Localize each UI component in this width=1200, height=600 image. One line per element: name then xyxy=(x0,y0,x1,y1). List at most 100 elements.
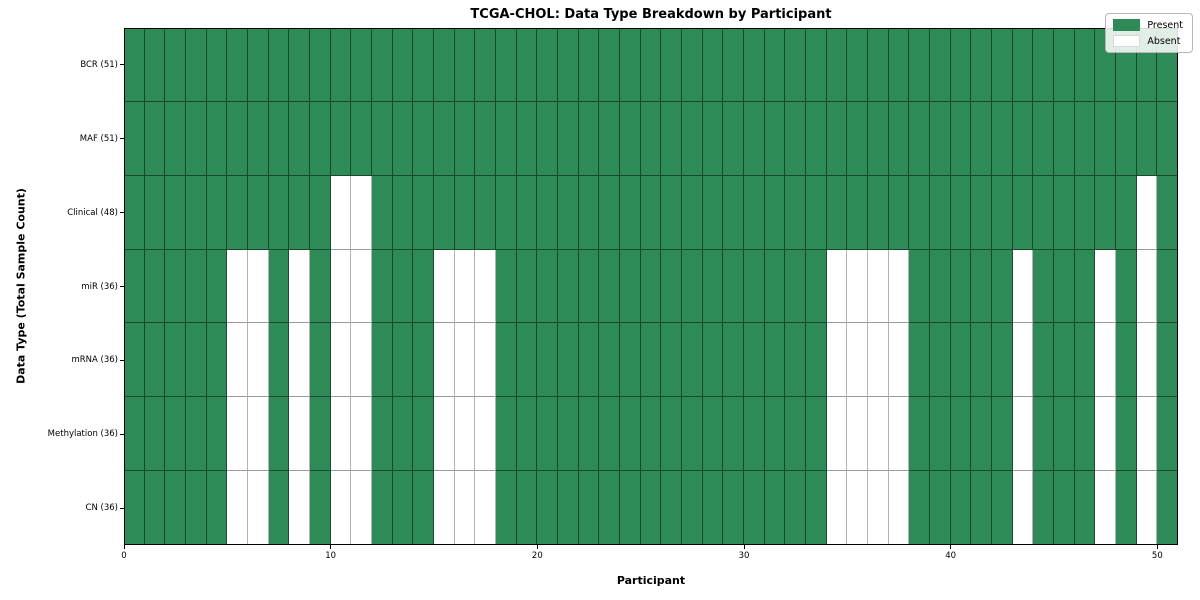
heatmap-cell xyxy=(1053,101,1075,176)
x-tick-mark xyxy=(1156,545,1158,549)
heatmap-cell xyxy=(413,397,434,472)
heatmap-cell xyxy=(1115,323,1137,398)
heatmap-cell xyxy=(537,249,558,324)
heatmap-cell xyxy=(1053,397,1075,472)
heatmap-cell xyxy=(991,471,1013,545)
heatmap-cell xyxy=(702,323,724,398)
heatmap-cell xyxy=(144,249,166,324)
heatmap-cell xyxy=(681,397,703,472)
heatmap-cell xyxy=(516,249,538,324)
heatmap-cell xyxy=(971,101,992,176)
heatmap-cell xyxy=(578,28,600,102)
heatmap-cell xyxy=(351,28,372,102)
y-tick-mark xyxy=(120,212,124,214)
heatmap-cell xyxy=(495,471,517,545)
heatmap-cell xyxy=(971,249,992,324)
heatmap-cell xyxy=(702,397,724,472)
heatmap-cell xyxy=(247,175,269,250)
y-tick-mark xyxy=(120,433,124,435)
heatmap-cell xyxy=(661,323,682,398)
heatmap-cell xyxy=(330,101,352,176)
heatmap-cell xyxy=(206,101,228,176)
heatmap-cell xyxy=(351,471,372,545)
heatmap-cell xyxy=(578,175,600,250)
heatmap-cell xyxy=(289,471,310,545)
heatmap-cell xyxy=(1033,175,1054,250)
heatmap-cell xyxy=(1033,28,1054,102)
heatmap-cell xyxy=(475,249,496,324)
heatmap-cell xyxy=(1136,471,1158,545)
heatmap-cell xyxy=(971,175,992,250)
y-tick-label: CN (36) xyxy=(85,503,118,514)
heatmap-cell xyxy=(454,471,476,545)
heatmap-cell xyxy=(454,28,476,102)
heatmap-cell xyxy=(764,323,786,398)
heatmap-cell xyxy=(929,323,951,398)
heatmap-cell xyxy=(330,28,352,102)
heatmap-cell xyxy=(888,249,910,324)
heatmap-cell xyxy=(185,175,207,250)
heatmap-cell xyxy=(805,249,827,324)
heatmap-cell xyxy=(619,471,641,545)
heatmap-cell xyxy=(206,249,228,324)
heatmap-cell xyxy=(289,175,310,250)
x-axis-label: Participant xyxy=(616,574,686,587)
heatmap-cell xyxy=(124,397,145,472)
heatmap-cell xyxy=(888,471,910,545)
x-tick-label: 10 xyxy=(325,551,337,561)
heatmap-cell xyxy=(1136,101,1158,176)
heatmap-cell xyxy=(619,175,641,250)
heatmap-cell xyxy=(495,175,517,250)
heatmap-cell xyxy=(599,323,620,398)
heatmap-cell xyxy=(764,28,786,102)
heatmap-cell xyxy=(826,28,848,102)
heatmap-cell xyxy=(743,249,765,324)
heatmap-cell xyxy=(1033,323,1054,398)
heatmap-cell xyxy=(826,249,848,324)
heatmap-cell xyxy=(681,28,703,102)
x-tick-mark xyxy=(536,545,538,549)
heatmap-cell xyxy=(723,249,744,324)
legend-item-absent: Absent xyxy=(1113,35,1183,47)
heatmap-cell xyxy=(826,471,848,545)
absent-swatch-icon xyxy=(1113,35,1141,47)
y-axis-label: Data Type (Total Sample Count) xyxy=(14,188,28,384)
heatmap-cell xyxy=(557,249,579,324)
heatmap-cell xyxy=(681,323,703,398)
heatmap-cell xyxy=(268,323,290,398)
heatmap-cell xyxy=(950,471,972,545)
heatmap-cell xyxy=(909,323,930,398)
heatmap-cell xyxy=(661,28,682,102)
heatmap-cell xyxy=(475,101,496,176)
heatmap-cell xyxy=(888,28,910,102)
heatmap-cell xyxy=(392,397,414,472)
heatmap-cell xyxy=(888,323,910,398)
heatmap-cell xyxy=(1074,28,1096,102)
heatmap-cell xyxy=(1115,471,1137,545)
heatmap-cell xyxy=(991,28,1013,102)
heatmap-cell xyxy=(1136,175,1158,250)
heatmap-cell xyxy=(454,397,476,472)
y-tick-mark xyxy=(120,507,124,509)
heatmap-cell xyxy=(124,249,145,324)
heatmap-cell xyxy=(557,397,579,472)
heatmap-cell xyxy=(309,175,331,250)
heatmap-cell xyxy=(124,323,145,398)
heatmap-cell xyxy=(888,101,910,176)
heatmap-cell xyxy=(929,175,951,250)
heatmap-cell xyxy=(516,471,538,545)
heatmap-cell xyxy=(516,101,538,176)
heatmap-cell xyxy=(475,28,496,102)
heatmap-cell xyxy=(247,28,269,102)
heatmap-cell xyxy=(867,249,889,324)
heatmap-cell xyxy=(289,323,310,398)
heatmap-cell xyxy=(723,323,744,398)
heatmap-cell xyxy=(805,28,827,102)
heatmap-cell xyxy=(144,101,166,176)
heatmap-cell xyxy=(516,397,538,472)
heatmap-cell xyxy=(599,249,620,324)
heatmap-cell xyxy=(433,397,455,472)
heatmap-cell xyxy=(537,101,558,176)
heatmap-cell xyxy=(1157,397,1178,472)
heatmap-cell xyxy=(599,101,620,176)
